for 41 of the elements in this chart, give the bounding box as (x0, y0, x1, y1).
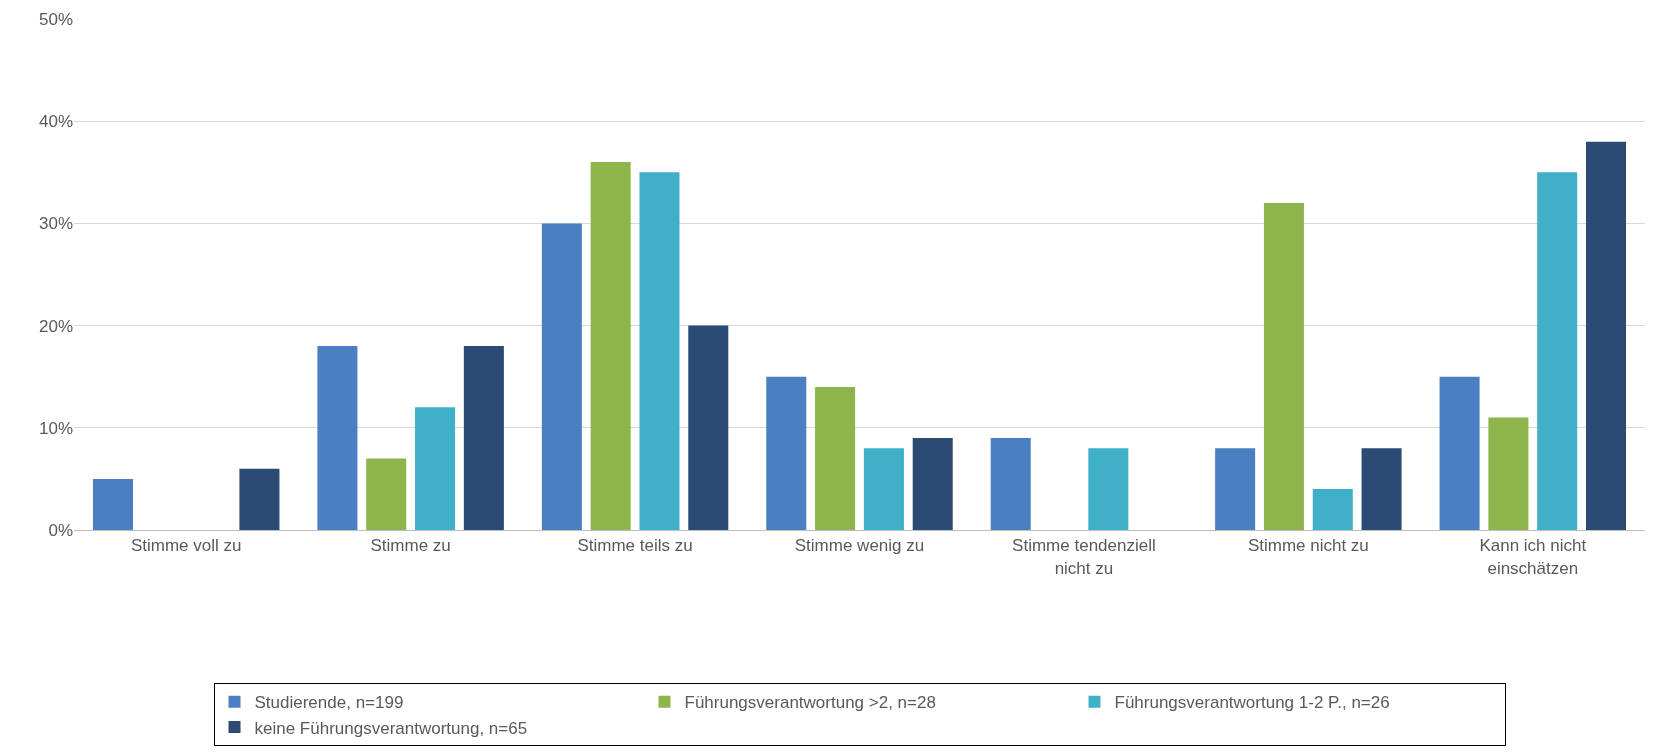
bar (366, 458, 407, 530)
bar (317, 346, 358, 530)
x-tick-label: Stimme voll zu (130, 536, 242, 556)
bar (1088, 448, 1129, 530)
bar (766, 376, 807, 530)
bar (590, 162, 631, 530)
x-tick-label: Stimme teils zu (577, 536, 693, 556)
bar (1312, 489, 1353, 530)
bar (239, 468, 280, 530)
bar (1263, 202, 1304, 530)
y-tick-label: 0% (48, 520, 73, 540)
y-tick-label: 40% (38, 112, 73, 132)
legend-label: keine Führungsverantwortung, n=65 (254, 718, 528, 738)
bar (1488, 417, 1529, 530)
bar (912, 438, 953, 530)
bar (639, 172, 680, 530)
x-tick-label: Stimme tendenziell nicht zu (1012, 536, 1156, 578)
bar (990, 438, 1031, 530)
bar (1215, 448, 1256, 530)
bar (92, 478, 134, 530)
y-tick-label: 50% (38, 9, 73, 29)
bar (1585, 141, 1627, 530)
y-tick-label: 30% (38, 214, 73, 234)
x-tick-label: Stimme nicht zu (1247, 536, 1369, 556)
legend-label: Studierende, n=199 (254, 693, 404, 713)
bar (688, 325, 729, 530)
y-tick-label: 20% (38, 316, 73, 336)
legend-label: Führungsverantwortung 1-2 P., n=26 (1114, 693, 1390, 713)
bar (463, 346, 504, 530)
bar (1537, 172, 1578, 530)
x-tick-label: Stimme wenig zu (794, 536, 925, 556)
y-tick-label: 10% (38, 418, 73, 438)
bar (815, 386, 856, 530)
x-tick-label: Kann ich nicht einschätzen (1479, 536, 1587, 578)
legend-label: Führungsverantwortung >2, n=28 (684, 693, 936, 713)
bar (1439, 376, 1480, 530)
x-tick-label: Stimme zu (370, 536, 451, 556)
bar (863, 448, 904, 530)
bar (1361, 448, 1402, 530)
bar (415, 407, 456, 530)
bar (541, 223, 582, 530)
